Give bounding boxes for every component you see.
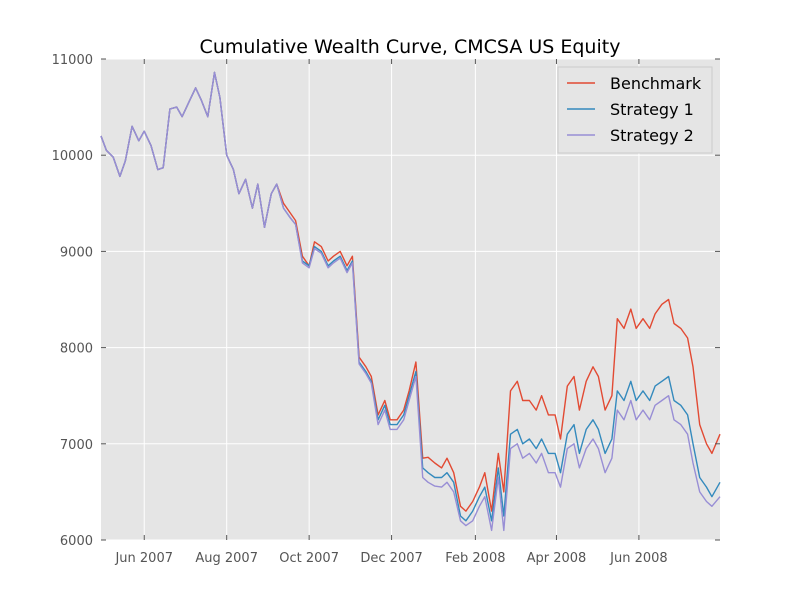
series-lines bbox=[100, 71, 721, 532]
x-tick-label: Apr 2008 bbox=[527, 551, 587, 566]
chart-title: Cumulative Wealth Curve, CMCSA US Equity bbox=[200, 36, 621, 58]
y-tick-label: 10000 bbox=[52, 149, 93, 164]
x-tick-label: Oct 2007 bbox=[279, 551, 339, 566]
legend-box bbox=[557, 66, 713, 154]
y-tick-label: 8000 bbox=[60, 342, 93, 357]
x-tick-label: Feb 2008 bbox=[445, 551, 505, 566]
x-tick-label: Dec 2007 bbox=[360, 551, 422, 566]
x-tick-label: Jun 2007 bbox=[114, 551, 173, 566]
x-tick-label: Aug 2007 bbox=[195, 551, 258, 566]
x-tick-label: Jun 2008 bbox=[609, 551, 668, 566]
x-axis-ticks: Jun 2007 Aug 2007 Oct 2007 Dec 2007 Feb 2008… bbox=[114, 59, 668, 566]
y-axis-ticks: 6000 7000 8000 9000 10000 11000 bbox=[52, 53, 720, 549]
legend-label-benchmark: Benchmark bbox=[610, 74, 702, 93]
series-line-strategy-2 bbox=[100, 71, 721, 532]
horizontal-gridlines bbox=[101, 58, 720, 541]
y-tick-label: 9000 bbox=[60, 245, 93, 260]
legend: Benchmark Strategy 1 Strategy 2 bbox=[557, 66, 713, 154]
legend-label-strategy-2: Strategy 2 bbox=[610, 126, 694, 145]
y-tick-label: 7000 bbox=[60, 438, 93, 453]
legend-label-strategy-1: Strategy 1 bbox=[610, 100, 694, 119]
y-tick-label: 6000 bbox=[60, 534, 93, 549]
y-tick-label: 11000 bbox=[52, 53, 93, 68]
